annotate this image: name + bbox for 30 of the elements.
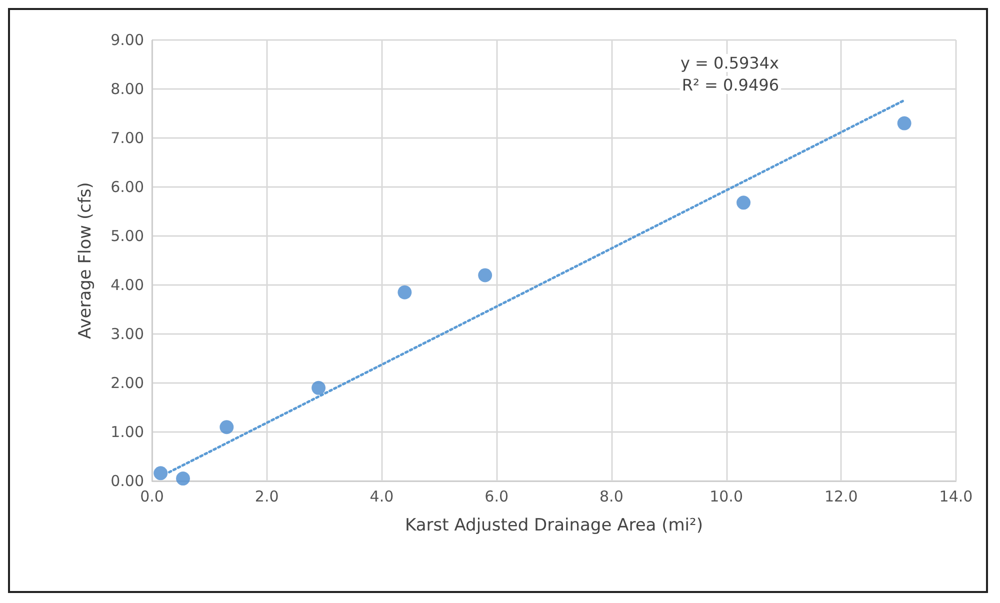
- x-axis-title: Karst Adjusted Drainage Area (mi²): [405, 516, 703, 536]
- y-tick-label: 2.00: [110, 374, 144, 392]
- y-tick-label: 9.00: [110, 31, 144, 49]
- y-tick-label: 5.00: [110, 227, 144, 245]
- y-tick-label: 8.00: [110, 80, 144, 98]
- point: [897, 116, 912, 130]
- annotation: R² = 0.9496: [682, 76, 779, 94]
- y-axis-title: Average Flow (cfs): [76, 182, 96, 339]
- point: [478, 268, 492, 282]
- x-tick-label: 0.0: [140, 488, 164, 506]
- y-tick-label: 7.00: [110, 129, 144, 147]
- x-tick-label: 6.0: [484, 488, 508, 506]
- x-tick-label: 4.0: [370, 488, 394, 506]
- y-tick-label: 3.00: [110, 325, 144, 343]
- x-tick-label: 14.0: [939, 488, 973, 506]
- y-tick-label: 6.00: [110, 178, 144, 196]
- y-tick-label: 0.00: [110, 472, 144, 490]
- point: [398, 285, 412, 300]
- x-tick-label: 10.0: [710, 488, 743, 506]
- point: [176, 472, 190, 486]
- x-tick-label: 12.0: [824, 488, 858, 506]
- point: [220, 420, 234, 434]
- y-tick-label: 1.00: [110, 423, 144, 441]
- annotation: y = 0.5934x: [680, 54, 779, 72]
- point: [736, 196, 751, 210]
- x-tick-label: 2.0: [254, 488, 279, 506]
- x-tick-label: 8.0: [600, 488, 624, 506]
- point: [154, 466, 168, 480]
- point: [312, 380, 326, 395]
- y-tick-label: 4.00: [110, 276, 144, 294]
